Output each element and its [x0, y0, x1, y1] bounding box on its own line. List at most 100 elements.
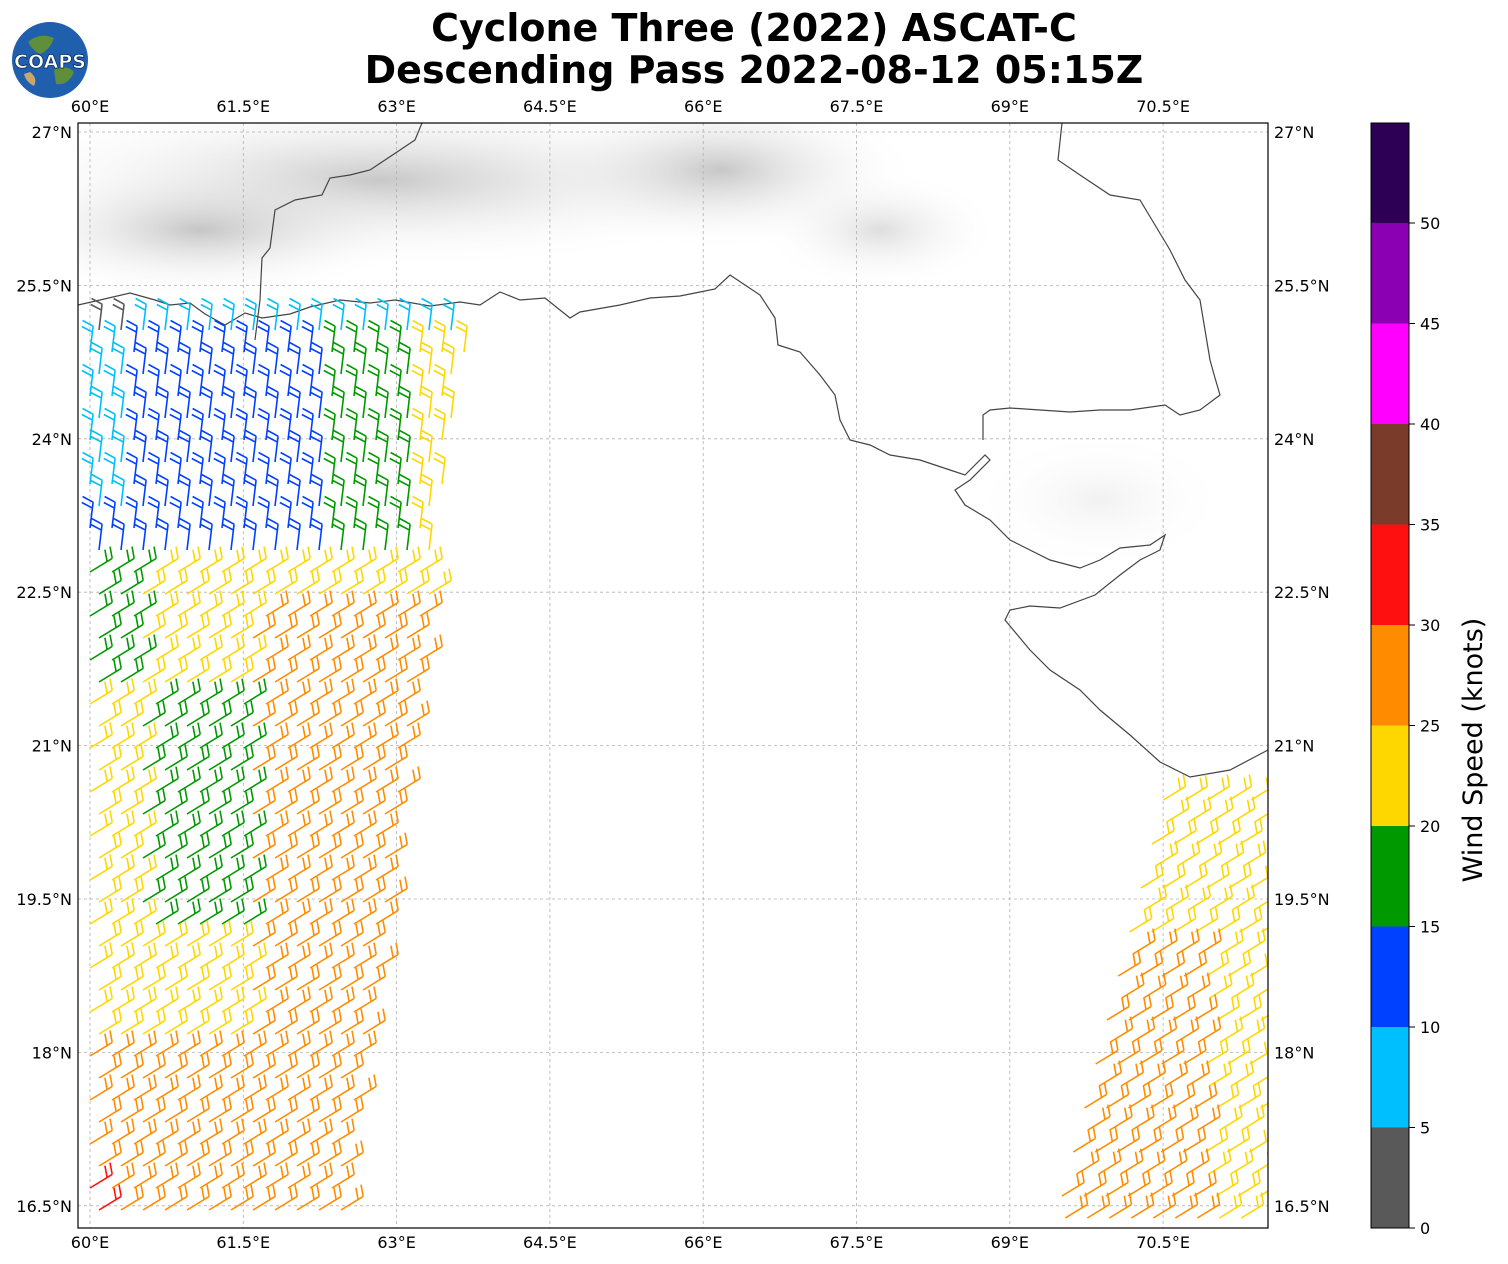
wind-barb [243, 766, 267, 793]
wind-barb [243, 1118, 267, 1145]
wind-barb [1084, 1082, 1108, 1109]
wind-barb [406, 656, 430, 683]
wind-barb [243, 898, 267, 925]
wind-barb [265, 986, 289, 1013]
wind-barb [164, 1184, 188, 1211]
wind-barb [186, 1008, 210, 1035]
wind-barb [199, 986, 223, 1013]
wind-barb [309, 590, 333, 617]
wind-barb [353, 590, 377, 617]
wind-barb [169, 407, 182, 441]
wind-barb [353, 678, 377, 705]
wind-barb [89, 942, 113, 969]
wind-barb [111, 942, 135, 969]
wind-barb [164, 1008, 188, 1035]
wind-barb [442, 297, 455, 331]
wind-barb [375, 590, 399, 617]
wind-barb [318, 788, 342, 815]
wind-barb [1106, 1082, 1130, 1109]
wind-barb [164, 656, 188, 683]
wind-barb [353, 854, 377, 881]
wind-barb [81, 495, 94, 529]
wind-barb [164, 568, 188, 595]
wind-barb [177, 810, 201, 837]
wind-barb [155, 1030, 179, 1057]
wind-barb [147, 451, 160, 485]
wind-barb [243, 590, 267, 617]
wind-barb [375, 898, 399, 925]
wind-barb [1261, 927, 1268, 933]
wind-barb [318, 920, 342, 947]
wind-barb [1087, 1104, 1111, 1131]
wind-barb [252, 788, 276, 815]
wind-barb [362, 1008, 386, 1035]
wind-barb [332, 429, 345, 463]
wind-barb [200, 385, 213, 419]
wind-barb [309, 986, 333, 1013]
lat-tick-label-left: 24°N [32, 430, 72, 449]
wind-barb [266, 517, 279, 551]
colorbar: 0 5 10 15 20 25 30 35 40 45 50 [1370, 122, 1440, 1238]
wind-barb [230, 1096, 254, 1123]
wind-barb [221, 678, 245, 705]
wind-barb [164, 1052, 188, 1079]
wind-barb [1076, 1148, 1100, 1175]
wind-barb [296, 1052, 320, 1079]
wind-barb [213, 319, 226, 353]
wind-barb [1187, 884, 1212, 911]
wind-barb [103, 363, 116, 397]
wind-barb [1194, 994, 1218, 1021]
wind-barb [125, 495, 138, 529]
wind-barb [208, 744, 232, 771]
wind-barb [309, 1118, 333, 1145]
wind-barb [191, 495, 204, 529]
wind-barb [156, 473, 169, 507]
wind-barb [397, 766, 421, 793]
colorbar-tick-label: 15 [1420, 918, 1440, 937]
wind-barb [1186, 1148, 1210, 1175]
wind-barb [433, 363, 446, 397]
wind-barb [133, 590, 157, 617]
wind-barb [265, 590, 289, 617]
wind-barb [1162, 862, 1186, 889]
wind-barb [133, 722, 157, 749]
wind-barb [1226, 1126, 1251, 1153]
wind-barb [156, 429, 169, 463]
wind-barb [230, 1140, 254, 1167]
wind-barb [178, 429, 191, 463]
wind-barb [287, 942, 311, 969]
wind-barb [331, 1030, 355, 1057]
wind-barb [221, 986, 245, 1013]
colorbar-tick-label: 40 [1420, 415, 1440, 434]
wind-barb [287, 722, 311, 749]
wind-barb [1195, 906, 1219, 933]
lat-tick-label-right: 24°N [1274, 430, 1314, 449]
wind-barb [340, 700, 364, 727]
wind-barb [164, 700, 188, 727]
wind-barb [1215, 1170, 1239, 1197]
wind-barb [199, 854, 223, 881]
wind-barb [354, 341, 367, 375]
wind-barb [133, 634, 157, 661]
wind-barb [120, 1096, 144, 1123]
wind-barb [420, 297, 433, 331]
wind-barb [208, 568, 232, 595]
wind-barb [111, 854, 135, 881]
wind-barb [222, 517, 235, 551]
wind-barb [186, 788, 210, 815]
colorbar-tick-label: 45 [1420, 315, 1440, 334]
wind-barb [389, 407, 402, 441]
wind-barb [98, 876, 122, 903]
wind-barb [331, 1074, 355, 1101]
chart-subtitle: Descending Pass 2022-08-12 05:15Z [364, 48, 1144, 92]
wind-barb [1120, 1148, 1144, 1175]
wind-barb [397, 678, 421, 705]
wind-barb [406, 568, 430, 595]
wind-barb [230, 1008, 254, 1035]
wind-barb [186, 656, 210, 683]
wind-barb [1242, 928, 1266, 955]
wind-barb [1117, 950, 1142, 977]
wind-barb [433, 319, 446, 353]
wind-barb [230, 744, 254, 771]
wind-barb [164, 612, 188, 639]
